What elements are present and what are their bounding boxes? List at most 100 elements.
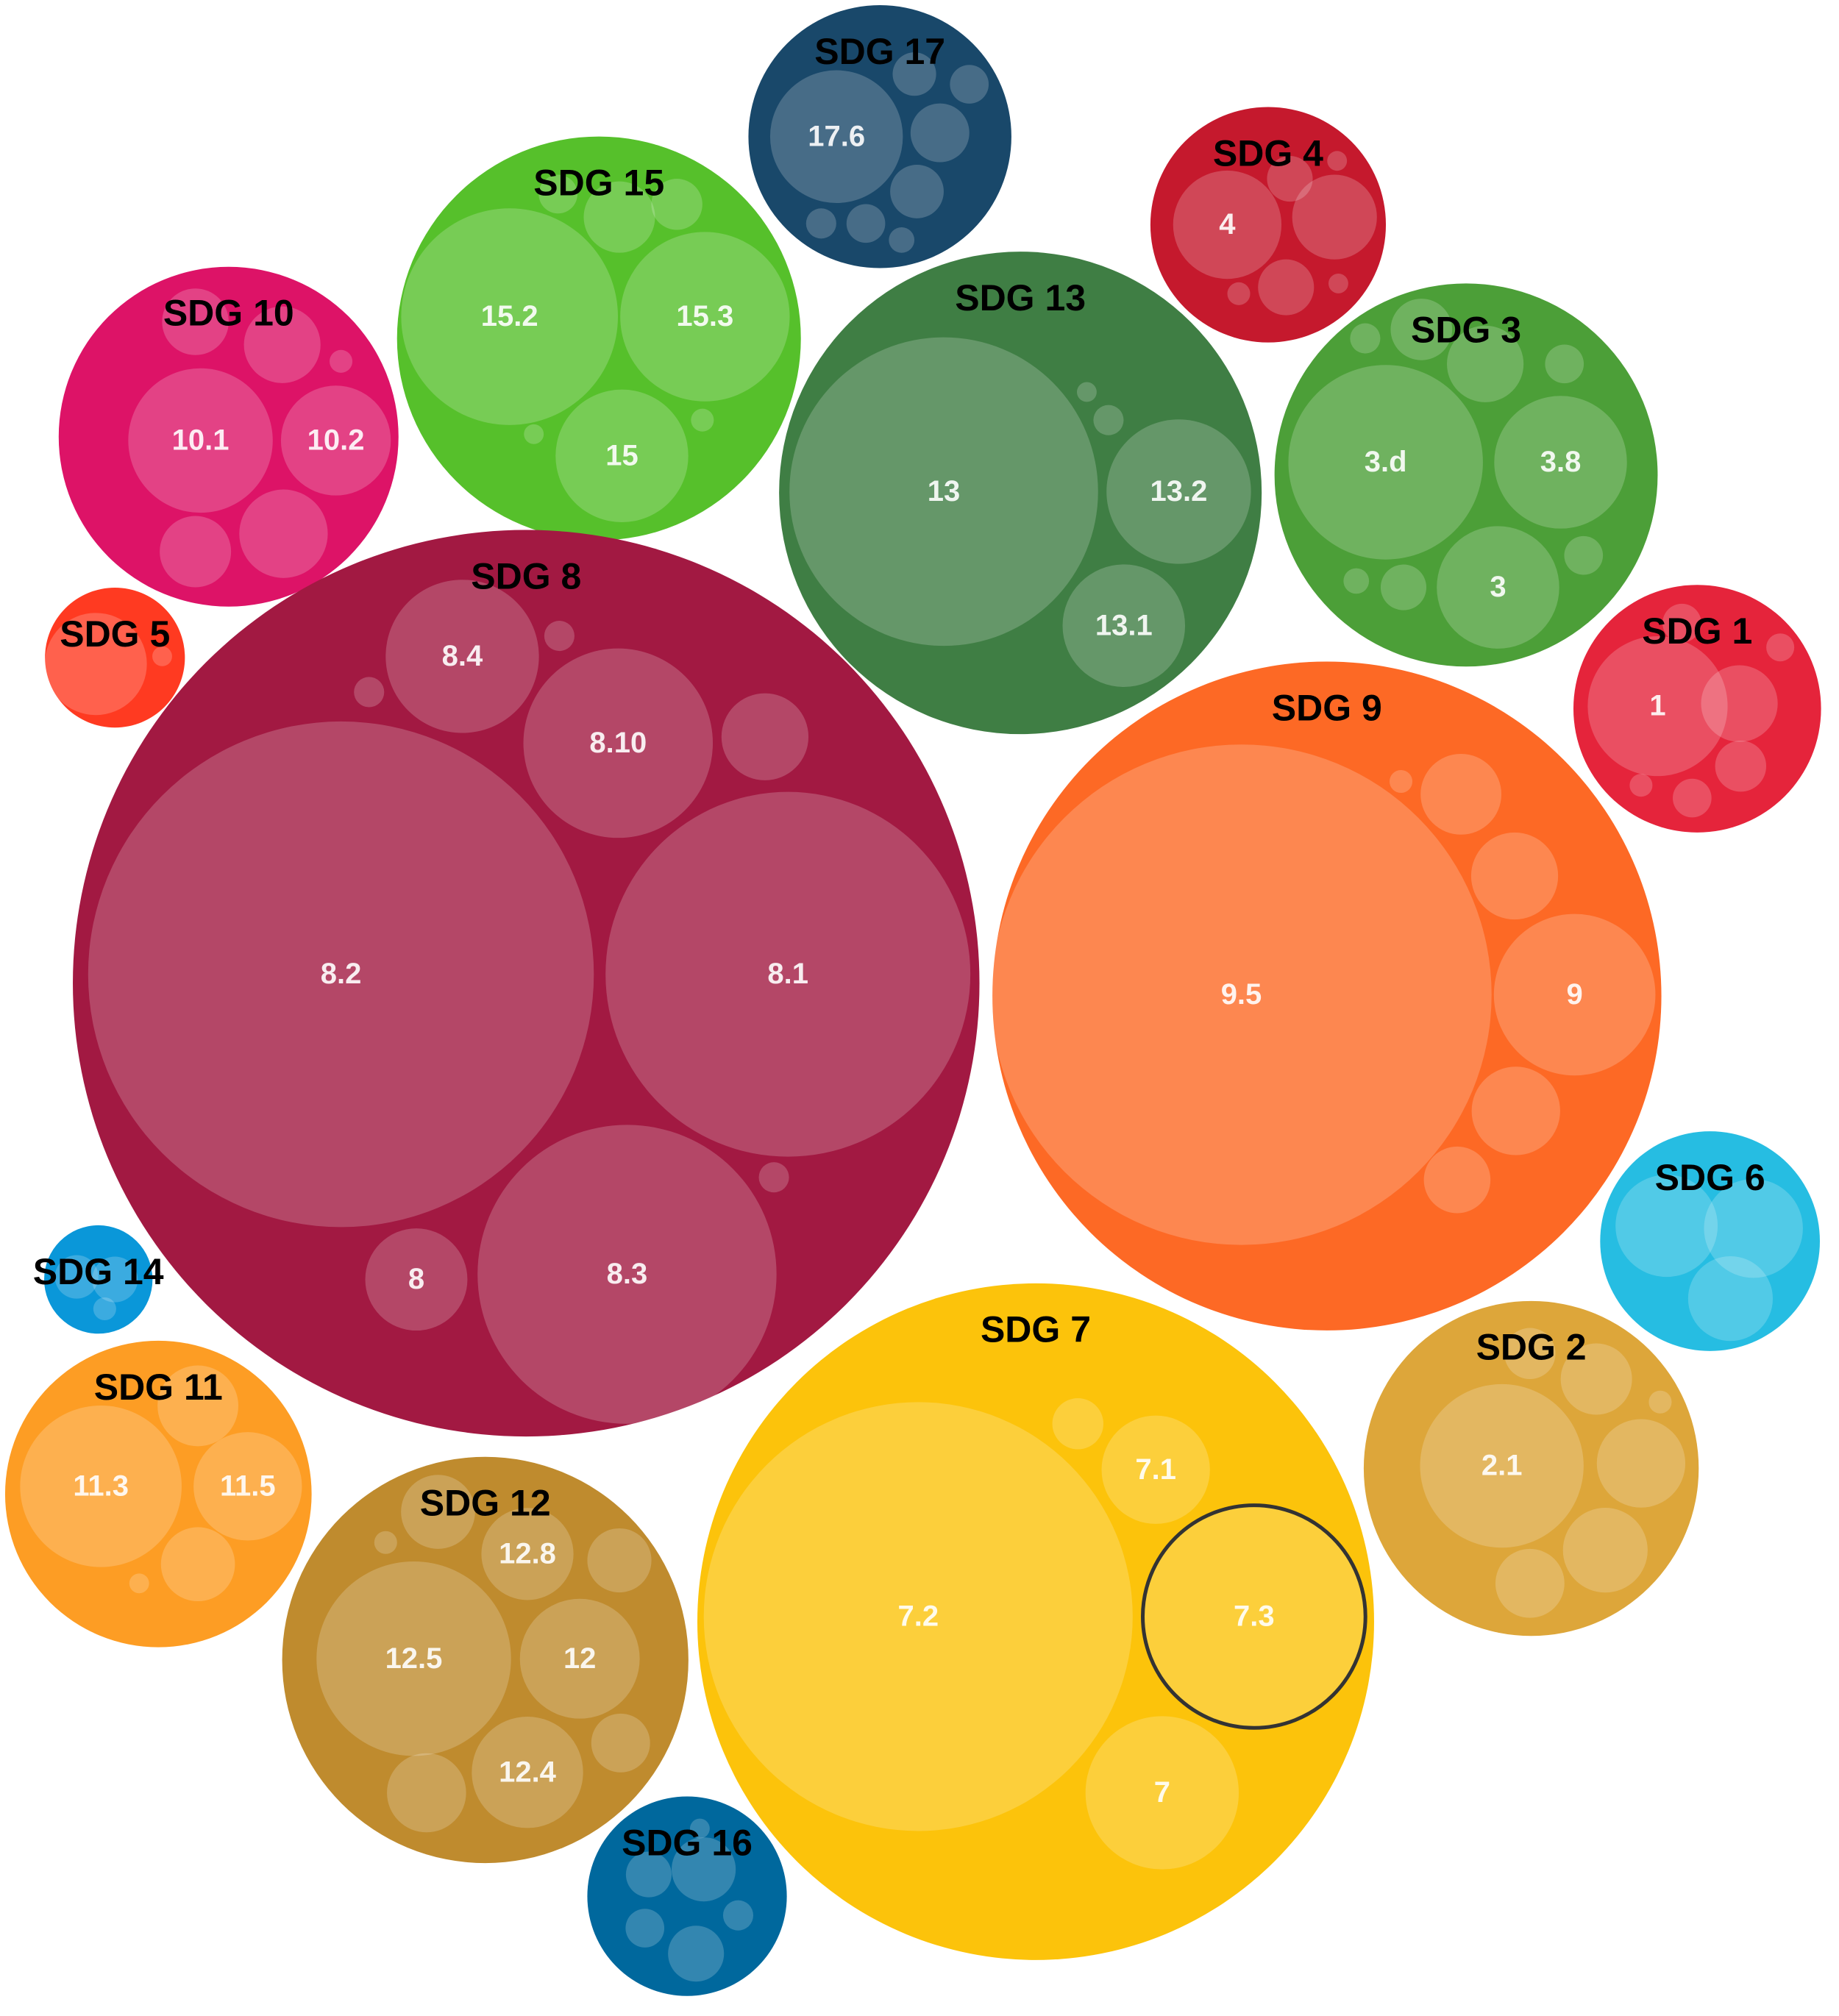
child-label: 9.5 <box>1221 978 1262 1011</box>
group-bubble <box>4 1340 312 1648</box>
child-bubble <box>1766 633 1795 662</box>
child-bubble <box>1564 535 1604 575</box>
child-label: 13.2 <box>1150 475 1208 507</box>
child-bubble <box>769 70 903 203</box>
child-bubble <box>477 1125 777 1424</box>
group-label: SDG 16 <box>622 1822 753 1863</box>
child-label: 12.5 <box>385 1642 443 1675</box>
child-bubble <box>1258 259 1315 316</box>
child-bubble <box>1390 299 1453 360</box>
child-bubble <box>1629 774 1653 797</box>
child-bubble <box>92 1256 138 1303</box>
child-label: 13.1 <box>1095 609 1153 641</box>
group-label: SDG 8 <box>471 555 581 596</box>
child-bubble <box>1173 170 1282 279</box>
child-bubble <box>1662 603 1701 643</box>
group-label: SDG 17 <box>814 31 945 72</box>
child-bubble <box>805 208 836 239</box>
child-bubble <box>950 65 989 104</box>
child-bubble <box>1227 282 1251 305</box>
child-bubble <box>280 385 391 496</box>
child-bubble <box>555 389 689 523</box>
child-bubble <box>620 232 790 402</box>
child-bubble <box>481 1508 574 1600</box>
group-bubble <box>1274 283 1658 667</box>
child-bubble <box>583 181 655 253</box>
group-label: SDG 13 <box>955 277 1086 318</box>
child-bubble <box>152 646 172 666</box>
child-bubble <box>129 1573 149 1594</box>
child-bubble <box>587 1528 652 1593</box>
child-bubble <box>672 1837 736 1902</box>
group-bubble <box>1363 1300 1699 1636</box>
group-label: SDG 14 <box>33 1251 164 1292</box>
child-bubble <box>385 580 539 733</box>
child-bubble <box>316 1561 511 1756</box>
child-bubble <box>591 1713 650 1773</box>
child-label: 8.2 <box>321 958 362 990</box>
child-bubble <box>722 1900 754 1931</box>
group-bubble <box>396 136 801 541</box>
child-bubble <box>1420 1383 1584 1548</box>
child-label: 17.6 <box>808 120 865 152</box>
child-label: 12.8 <box>499 1537 556 1570</box>
child-label: 8.1 <box>767 958 808 990</box>
child-bubble <box>1076 382 1097 402</box>
child-bubble <box>1423 1146 1491 1214</box>
group-label: SDG 10 <box>163 293 294 334</box>
child-bubble <box>703 1402 1133 1831</box>
child-label: 3 <box>1490 571 1506 603</box>
child-bubble <box>93 1297 116 1321</box>
child-label: 10.1 <box>172 424 230 457</box>
child-bubble <box>1687 1256 1774 1342</box>
group-label: SDG 2 <box>1476 1327 1587 1368</box>
child-bubble <box>668 1926 725 1982</box>
child-bubble <box>1288 365 1483 560</box>
child-bubble <box>1545 344 1584 384</box>
child-bubble <box>1587 635 1728 777</box>
child-label: 2.1 <box>1481 1450 1523 1482</box>
child-bubble <box>374 1531 397 1554</box>
child-bubble <box>1648 1390 1672 1414</box>
child-bubble <box>605 791 971 1157</box>
child-label: 10.2 <box>307 424 365 457</box>
child-label: 8.10 <box>589 727 647 759</box>
child-bubble <box>1493 913 1656 1076</box>
child-bubble <box>991 744 1492 1245</box>
group-bubble <box>1150 107 1387 343</box>
child-bubble <box>889 227 915 253</box>
child-bubble <box>1494 396 1627 529</box>
group-bubble <box>282 1456 689 1864</box>
child-bubble <box>1389 769 1413 794</box>
child-bubble <box>1447 325 1524 402</box>
group-bubble <box>44 1225 153 1334</box>
child-bubble <box>88 721 594 1228</box>
child-label: 1 <box>1649 690 1665 722</box>
child-bubble <box>1437 526 1559 649</box>
child-label: 11.5 <box>220 1470 276 1502</box>
child-bubble <box>691 408 714 432</box>
child-label: 12 <box>563 1642 597 1675</box>
child-bubble <box>387 1753 466 1833</box>
child-bubble <box>160 516 232 588</box>
child-bubble <box>1052 1398 1104 1450</box>
child-bubble <box>193 1432 302 1541</box>
child-bubble <box>1420 753 1502 835</box>
child-bubble <box>1343 568 1370 594</box>
group-bubble <box>992 661 1662 1331</box>
child-bubble <box>1615 1175 1718 1278</box>
child-bubble <box>401 208 619 425</box>
child-bubble <box>892 52 936 96</box>
group-bubble <box>58 266 399 607</box>
group-label: SDG 11 <box>94 1367 223 1408</box>
child-bubble <box>1562 1508 1648 1593</box>
group-label: SDG 4 <box>1213 132 1323 174</box>
child-label: 15 <box>605 439 639 471</box>
child-bubble <box>1085 1716 1239 1870</box>
child-bubble <box>1470 832 1559 920</box>
group-bubble <box>1573 585 1821 833</box>
child-label: 8 <box>408 1263 424 1295</box>
child-bubble <box>472 1717 583 1828</box>
group-bubble <box>697 1283 1374 1960</box>
